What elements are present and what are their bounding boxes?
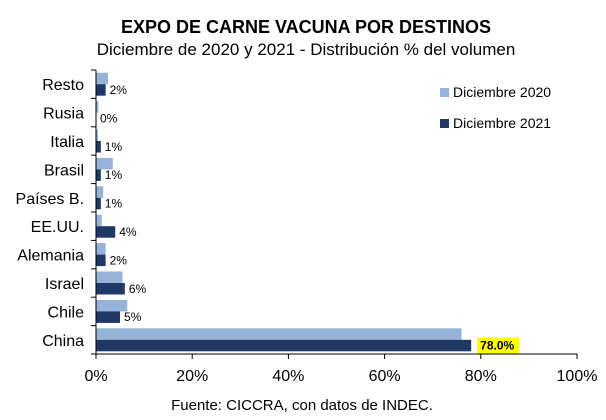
legend-label: Diciembre 2021 xyxy=(453,115,551,131)
bar-2020 xyxy=(96,214,102,227)
legend-label: Diciembre 2020 xyxy=(453,84,551,100)
legend-swatch xyxy=(440,119,449,128)
legend: Diciembre 2020 Diciembre 2021 xyxy=(440,84,551,131)
data-label: 6% xyxy=(129,282,147,296)
bar-2021 xyxy=(96,226,116,238)
chart-subtitle: Diciembre de 2020 y 2021 - Distribución … xyxy=(97,40,516,59)
bar-2020 xyxy=(96,101,99,113)
bar-2020 xyxy=(96,243,106,255)
x-tick-label: 20% xyxy=(176,368,208,385)
bar-2021 xyxy=(96,141,101,153)
bar-2020 xyxy=(96,157,113,170)
category-label: Chile xyxy=(48,304,85,321)
bar-2020 xyxy=(96,72,109,85)
category-label: China xyxy=(42,333,84,350)
category-label: Rusia xyxy=(43,106,84,123)
category-label: Israel xyxy=(45,276,84,293)
bar-2021 xyxy=(96,169,101,181)
legend-swatch xyxy=(440,88,449,97)
bar-2020 xyxy=(96,129,98,141)
data-label: 2% xyxy=(110,83,128,97)
data-label: 5% xyxy=(124,310,142,324)
data-label: 1% xyxy=(105,197,123,211)
data-label: 2% xyxy=(110,253,128,267)
bar-2021 xyxy=(96,311,121,323)
bar-2020 xyxy=(96,271,123,283)
x-tick-label: 100% xyxy=(557,368,598,385)
x-tick-label: 0% xyxy=(84,368,107,385)
bar-2021 xyxy=(96,197,101,210)
data-label: 78.0% xyxy=(480,339,514,353)
bar-2020 xyxy=(96,328,462,340)
bar-2021 xyxy=(96,254,106,267)
x-tick-label: 80% xyxy=(465,368,497,385)
category-label: Italia xyxy=(50,134,84,151)
bar-2020 xyxy=(96,299,128,312)
category-label: Brasil xyxy=(44,162,84,179)
plot-area: Resto 2% Rusia 0% Italia 1% Brasil 1% Países B. 1… xyxy=(16,69,598,385)
data-label: 4% xyxy=(119,225,137,239)
data-label: 0% xyxy=(100,111,118,125)
bar-2020 xyxy=(96,186,104,198)
data-label: 1% xyxy=(105,168,123,182)
bar-2021 xyxy=(96,339,472,352)
bar-2021 xyxy=(96,283,125,295)
data-label-highlight xyxy=(477,337,520,354)
category-label: EE.UU. xyxy=(31,219,84,236)
category-label: Alemania xyxy=(17,248,84,265)
category-label: Resto xyxy=(42,77,84,94)
data-label: 1% xyxy=(105,140,123,154)
x-tick-label: 40% xyxy=(272,368,304,385)
chart-title: EXPO DE CARNE VACUNA POR DESTINOS xyxy=(121,17,491,37)
category-label: Países B. xyxy=(16,191,84,208)
x-tick-label: 60% xyxy=(369,368,401,385)
chart-source: Fuente: CICCRA, con datos de INDEC. xyxy=(171,397,433,414)
bar-2021 xyxy=(96,84,106,96)
